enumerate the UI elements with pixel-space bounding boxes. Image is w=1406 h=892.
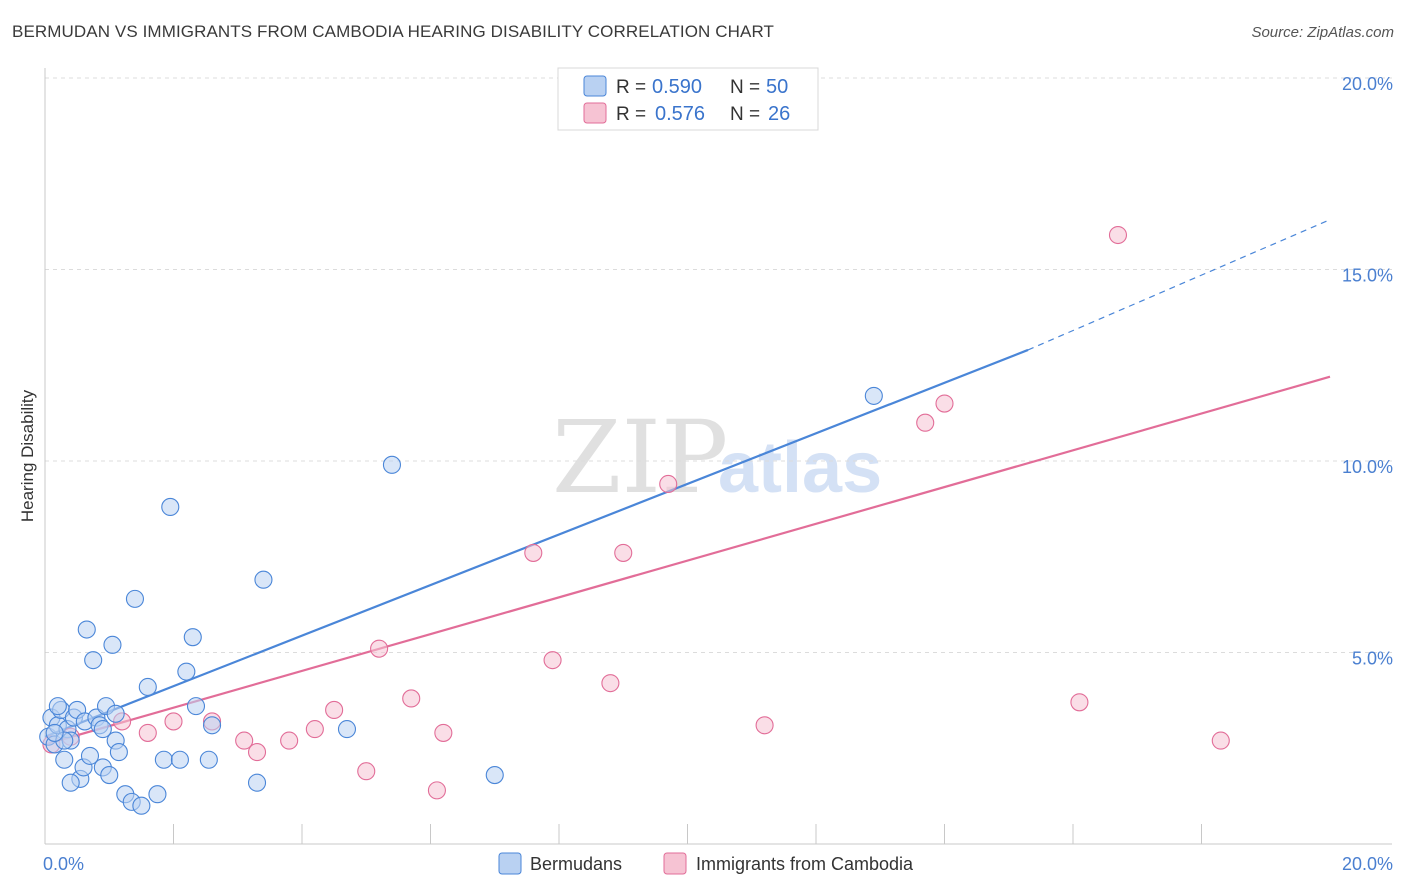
point-cambodia: [916, 413, 935, 432]
legend-r-label-2: R =: [616, 104, 646, 125]
trend-lines: [44, 219, 1331, 746]
legend-n-value-1: 50: [766, 76, 788, 98]
point-bermudans: [77, 620, 96, 639]
legend-swatch-bermudans: [583, 75, 607, 97]
point-bermudans: [254, 570, 273, 589]
y-tick-label: 10.0%: [1342, 457, 1393, 477]
y-tick-label: 5.0%: [1352, 649, 1393, 669]
point-cambodia: [402, 689, 421, 708]
point-bermudans: [177, 662, 196, 681]
series-legend: Bermudans Immigrants from Cambodia: [498, 852, 914, 875]
legend-n-label-1: N =: [730, 77, 760, 98]
point-bermudans: [485, 766, 504, 785]
point-cambodia: [357, 762, 376, 781]
point-bermudans: [106, 704, 125, 723]
point-cambodia: [138, 723, 157, 742]
point-bermudans: [170, 750, 189, 769]
point-bermudans: [103, 635, 122, 654]
point-bermudans: [93, 720, 112, 739]
x-tick-label: 20.0%: [1342, 854, 1393, 874]
watermark: ZIP atlas: [552, 399, 882, 516]
point-bermudans: [203, 716, 222, 735]
point-bermudans: [100, 766, 119, 785]
point-bermudans: [45, 723, 64, 742]
y-axis-label: Hearing Disability: [18, 389, 37, 522]
point-bermudans: [138, 677, 157, 697]
legend-n-label-2: N =: [730, 104, 760, 125]
point-cambodia: [1108, 225, 1128, 245]
trend-line-bermudans-extrapolated: [1027, 219, 1331, 351]
bottom-legend-label-cambodia: Immigrants from Cambodia: [696, 854, 914, 874]
point-bermudans: [148, 785, 167, 804]
gridlines: [45, 77, 1392, 653]
chart-title: BERMUDAN VS IMMIGRANTS FROM CAMBODIA HEA…: [12, 22, 775, 41]
correlation-legend: R = 0.590 N = 50 R = 0.576 N = 26: [557, 67, 819, 131]
point-bermudans: [247, 773, 267, 792]
point-bermudans: [55, 750, 74, 769]
point-bermudans: [61, 773, 80, 792]
point-cambodia: [614, 543, 633, 562]
point-bermudans: [161, 497, 180, 517]
bottom-legend-swatch-bermudans: [498, 852, 522, 875]
point-bermudans: [154, 750, 173, 769]
point-bermudans: [337, 720, 357, 739]
point-cambodia: [1211, 731, 1230, 750]
point-cambodia: [164, 712, 183, 731]
point-cambodia: [434, 723, 453, 742]
point-bermudans: [199, 750, 218, 769]
point-cambodia: [280, 731, 299, 750]
point-cambodia: [935, 394, 954, 413]
legend-n-value-2: 26: [768, 103, 790, 125]
legend-r-value-1: 0.590: [652, 76, 702, 98]
legend-r-value-2: 0.576: [655, 103, 705, 125]
source-label: Source: ZipAtlas.com: [1251, 24, 1394, 41]
legend-swatch-cambodia: [583, 102, 607, 124]
point-cambodia: [235, 731, 254, 750]
point-bermudans: [84, 651, 103, 670]
watermark-atlas: atlas: [718, 428, 882, 508]
y-tick-label: 15.0%: [1342, 266, 1393, 286]
legend-r-label-1: R =: [616, 77, 646, 98]
point-cambodia: [755, 716, 774, 735]
point-bermudans: [80, 746, 100, 765]
point-bermudans: [382, 455, 402, 474]
data-points: [39, 225, 1230, 815]
bottom-legend-label-bermudans: Bermudans: [530, 854, 622, 874]
trend-line-cambodia: [44, 375, 1331, 746]
point-cambodia: [601, 674, 620, 693]
x-tick-label: 0.0%: [43, 854, 84, 874]
point-bermudans: [183, 628, 202, 647]
trend-line-bermudans: [44, 348, 1029, 738]
point-cambodia: [370, 639, 389, 658]
point-cambodia: [659, 474, 678, 494]
point-bermudans: [864, 386, 883, 405]
point-cambodia: [427, 781, 446, 800]
y-tick-labels: 5.0% 10.0% 15.0% 20.0%: [1342, 74, 1393, 669]
point-cambodia: [247, 743, 267, 762]
point-bermudans: [132, 796, 151, 815]
point-bermudans: [48, 697, 67, 716]
bottom-legend-swatch-cambodia: [663, 852, 687, 875]
point-bermudans: [109, 743, 128, 762]
point-cambodia: [305, 720, 324, 739]
point-cambodia: [543, 651, 562, 670]
point-cambodia: [524, 543, 543, 562]
point-cambodia: [325, 700, 344, 720]
point-bermudans: [125, 589, 144, 608]
x-tick-labels: 0.0% 20.0%: [43, 854, 1393, 874]
watermark-zip: ZIP: [552, 399, 728, 516]
point-bermudans: [186, 697, 206, 716]
y-tick-label: 20.0%: [1342, 74, 1393, 94]
point-cambodia: [1070, 693, 1089, 712]
